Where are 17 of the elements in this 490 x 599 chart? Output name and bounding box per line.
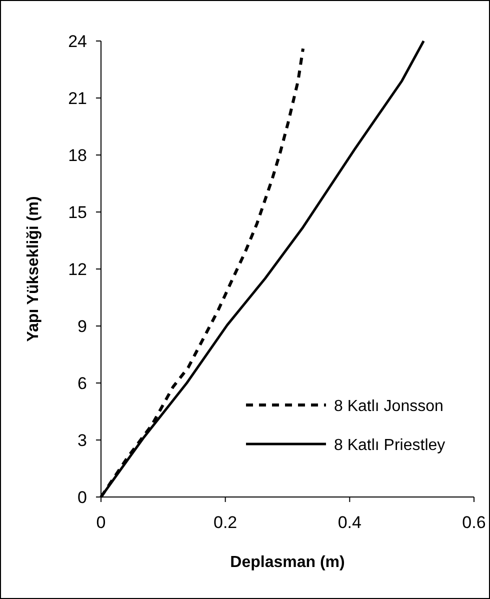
x-tick-label: 0.4 [338,513,362,532]
y-tick-label: 9 [78,317,87,336]
x-tick-label: 0 [96,513,106,532]
legend-label: 8 Katlı Priestley [334,437,446,454]
y-tick-label: 3 [78,431,87,450]
y-tick-label: 0 [78,488,87,507]
x-tick-label: 0.2 [214,513,238,532]
y-tick-label: 15 [68,203,87,222]
y-tick-label: 6 [78,374,87,393]
x-axis-title: Deplasman (m) [230,554,345,571]
y-axis-title: Yapı Yüksekliği (m) [25,196,42,342]
y-tick-label: 24 [68,32,87,51]
x-tick-label: 0.6 [462,513,486,532]
y-tick-label: 18 [68,146,87,165]
y-tick-label: 12 [68,260,87,279]
legend-label: 8 Katlı Jonsson [334,398,444,415]
y-tick-label: 21 [68,89,87,108]
